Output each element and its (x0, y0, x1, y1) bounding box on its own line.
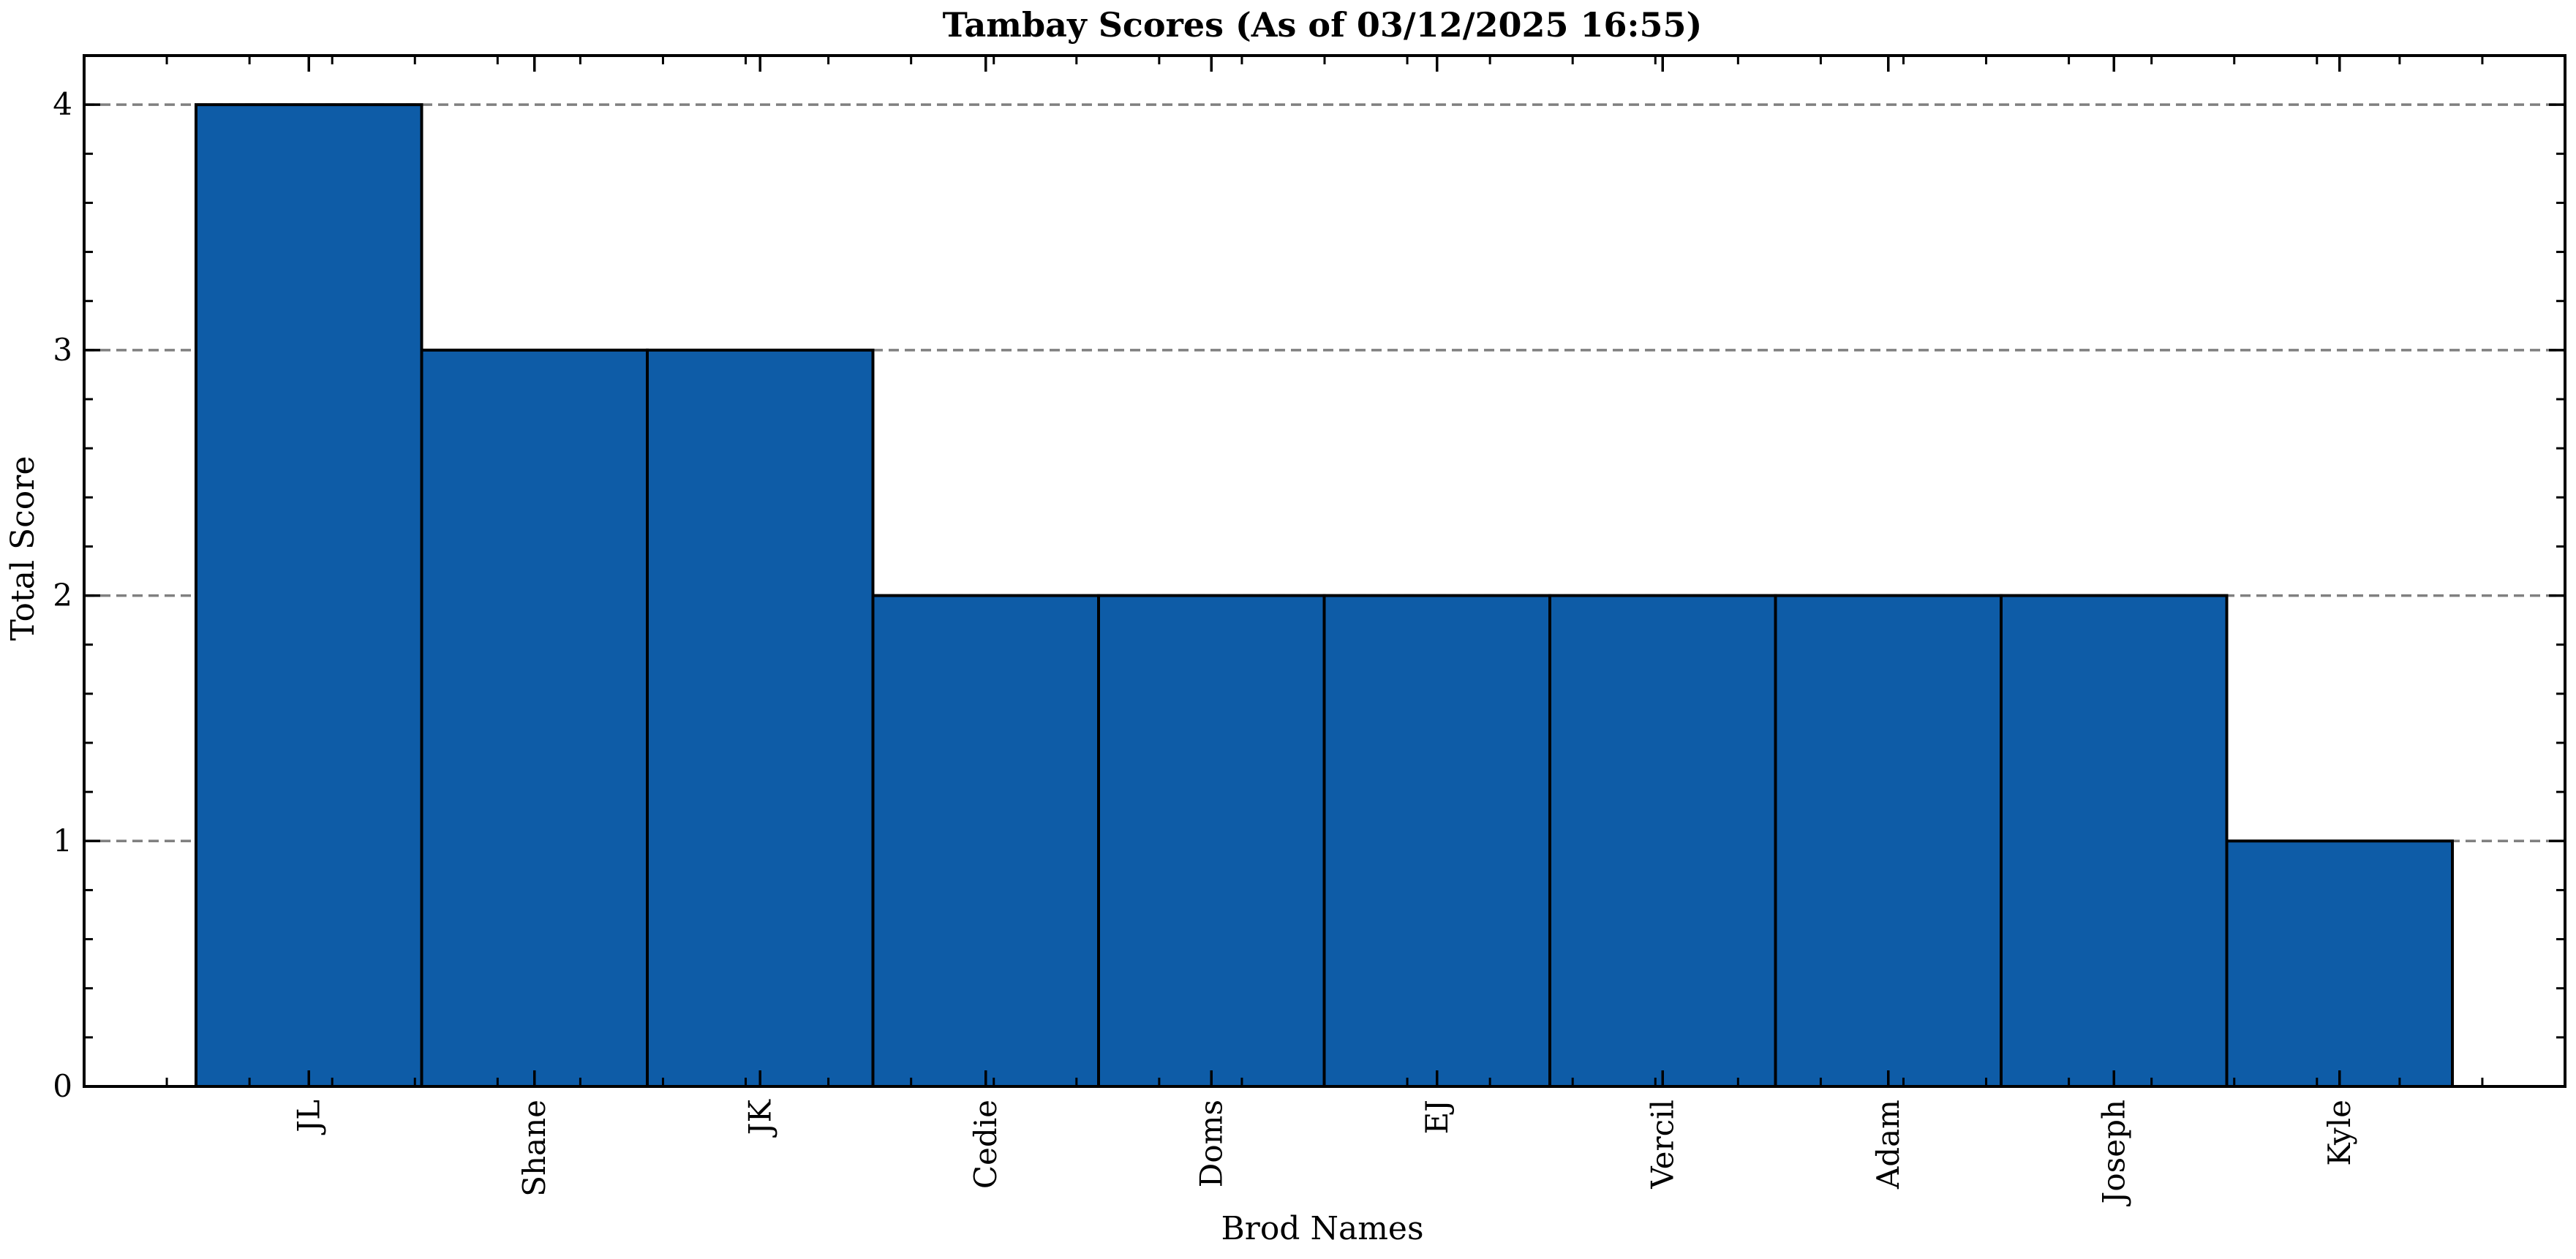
x-tick-label: Adam (1870, 1100, 1906, 1190)
bar (2225, 839, 2454, 1089)
bar (646, 348, 875, 1089)
x-tick-label: Vercil (1644, 1100, 1680, 1190)
bar (420, 348, 649, 1089)
y-tick-label: 3 (53, 332, 72, 368)
x-axis-label: Brod Names (1221, 1210, 1423, 1247)
x-tick-label: Cedie (968, 1100, 1003, 1189)
bar (1774, 594, 2003, 1088)
x-tick-label: Doms (1193, 1100, 1229, 1187)
tick-labels: 0 1 2 3 4 JL Shane JK Cedie Doms EJ Vercil Adam Josep… (53, 86, 2357, 1206)
x-tick-label: Kyle (2321, 1100, 2357, 1166)
bar (871, 594, 1100, 1088)
plot-frame (83, 54, 2566, 1088)
x-tick-label: JL (290, 1100, 326, 1135)
chart-title: Tambay Scores (As of 03/12/2025 16:55) (943, 5, 1703, 45)
x-tick-label: Shane (516, 1100, 552, 1197)
bar (195, 103, 423, 1089)
y-axis-label: Total Score (4, 456, 42, 641)
y-tick-label: 2 (53, 578, 72, 613)
x-tick-label: Joseph (2095, 1100, 2131, 1206)
bars (195, 103, 2454, 1089)
x-tick-label: JK (742, 1098, 777, 1138)
bar (2000, 594, 2229, 1088)
x-tick-label: EJ (1419, 1100, 1455, 1135)
y-tick-label: 0 (53, 1068, 72, 1104)
y-tick-label: 1 (53, 823, 72, 858)
bar (1322, 594, 1551, 1088)
bar (1097, 594, 1326, 1088)
bar (1548, 594, 1777, 1088)
y-tick-label: 4 (53, 86, 72, 122)
